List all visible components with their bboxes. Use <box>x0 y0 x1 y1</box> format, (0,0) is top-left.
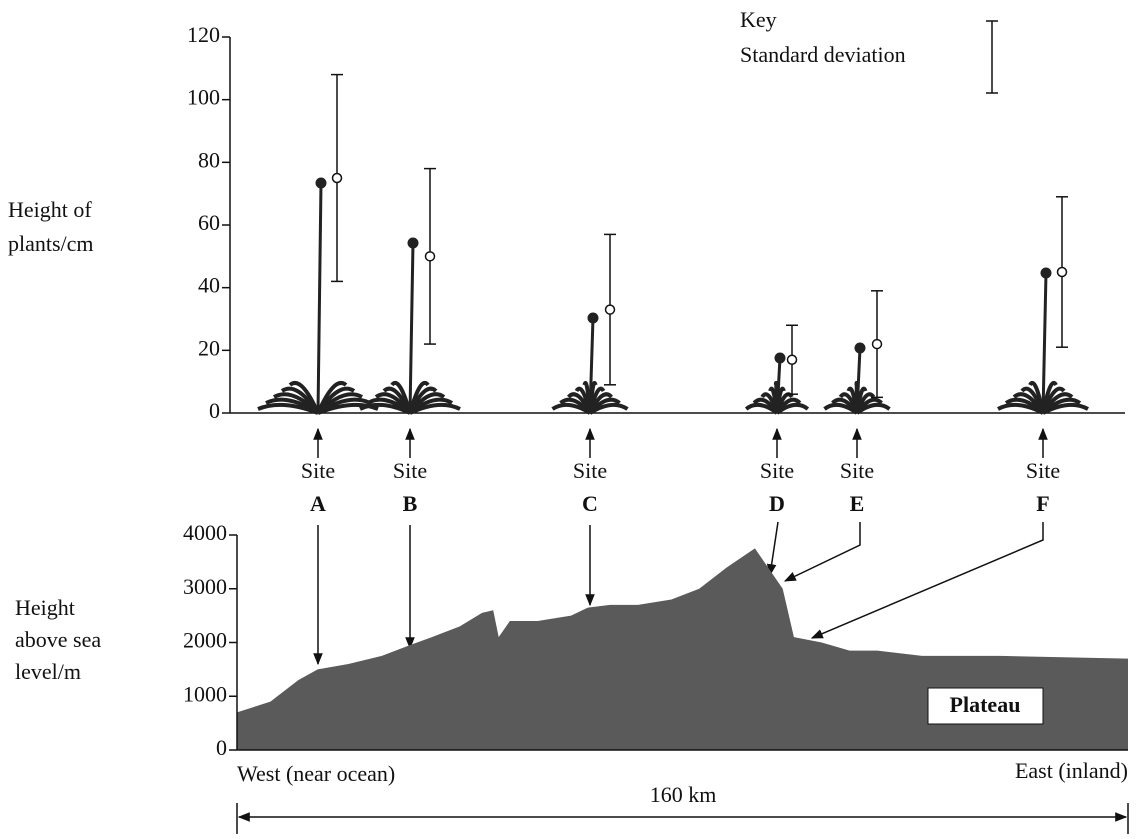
mean-marker <box>788 355 797 364</box>
mean-marker <box>426 252 435 261</box>
plant-leaf <box>776 383 777 413</box>
plant-leaf <box>857 383 858 413</box>
y-axis-label: level/m <box>15 659 81 684</box>
plant-flower <box>588 313 598 323</box>
y-tick-label: 1000 <box>183 681 227 706</box>
site-label: Site <box>760 458 794 483</box>
distance-label: 160 km <box>650 782 717 807</box>
plant-illustration <box>746 353 808 413</box>
mean-marker <box>1058 268 1067 277</box>
plant-stem <box>1043 273 1046 413</box>
plant-stem <box>410 243 413 413</box>
annotation: Plateau <box>950 692 1021 717</box>
mean-marker <box>873 340 882 349</box>
plant-illustration <box>998 268 1088 413</box>
mean-marker <box>333 174 342 183</box>
plant-illustration <box>258 178 378 413</box>
plant-flower <box>1041 268 1051 278</box>
y-tick-label: 20 <box>198 335 220 360</box>
plant-flower <box>408 238 418 248</box>
site-letter: B <box>403 491 418 516</box>
y-tick-label: 0 <box>209 398 220 423</box>
key-symbol <box>986 21 998 93</box>
site-label: Site <box>393 458 427 483</box>
key-label: Standard deviation <box>740 42 906 67</box>
y-tick-label: 80 <box>198 147 220 172</box>
figure: Key Standard deviation West (near ocean)… <box>0 0 1136 839</box>
plant-flower <box>775 353 785 363</box>
plant-flower <box>855 343 865 353</box>
plant-illustration <box>360 238 460 413</box>
plant-stem <box>318 183 321 413</box>
y-axis-label: plants/cm <box>8 231 94 256</box>
site-letter: C <box>582 491 598 516</box>
y-axis-label: Height of <box>8 197 92 222</box>
mean-marker <box>606 305 615 314</box>
y-axis-label: above sea <box>15 627 101 652</box>
site-label: Site <box>840 458 874 483</box>
site-letter: E <box>850 491 865 516</box>
plant-illustration <box>825 343 890 413</box>
site-letter: D <box>769 491 785 516</box>
x-end-label: East (inland) <box>1015 758 1128 783</box>
site-pointer <box>770 522 778 575</box>
y-tick-label: 2000 <box>183 628 227 653</box>
y-tick-label: 4000 <box>183 520 227 545</box>
plant-flower <box>316 178 326 188</box>
y-tick-label: 120 <box>187 22 220 47</box>
site-label: Site <box>1026 458 1060 483</box>
site-pointer <box>785 522 860 581</box>
y-tick-label: 100 <box>187 85 220 110</box>
site-label: Site <box>301 458 335 483</box>
y-tick-label: 3000 <box>183 574 227 599</box>
plant-illustration <box>553 313 628 413</box>
site-letter: A <box>310 491 326 516</box>
distance-arrow <box>237 803 1128 834</box>
key-title: Key <box>740 7 777 32</box>
site-letter: F <box>1036 491 1049 516</box>
site-pointer <box>812 522 1043 638</box>
site-label: Site <box>573 458 607 483</box>
y-tick-label: 0 <box>216 735 227 760</box>
x-start-label: West (near ocean) <box>237 761 395 786</box>
y-axis-label: Height <box>15 595 75 620</box>
y-tick-label: 60 <box>198 210 220 235</box>
y-tick-label: 40 <box>198 273 220 298</box>
